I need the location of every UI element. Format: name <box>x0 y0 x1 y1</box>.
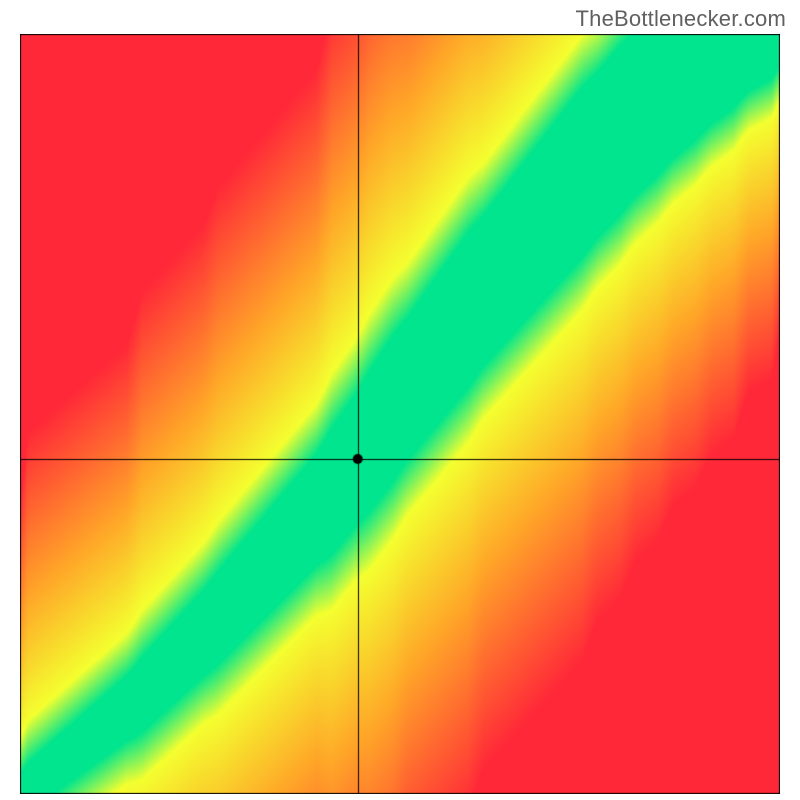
heatmap-chart <box>20 34 780 794</box>
heatmap-canvas <box>20 34 780 794</box>
watermark-text: TheBottlenecker.com <box>576 6 786 32</box>
